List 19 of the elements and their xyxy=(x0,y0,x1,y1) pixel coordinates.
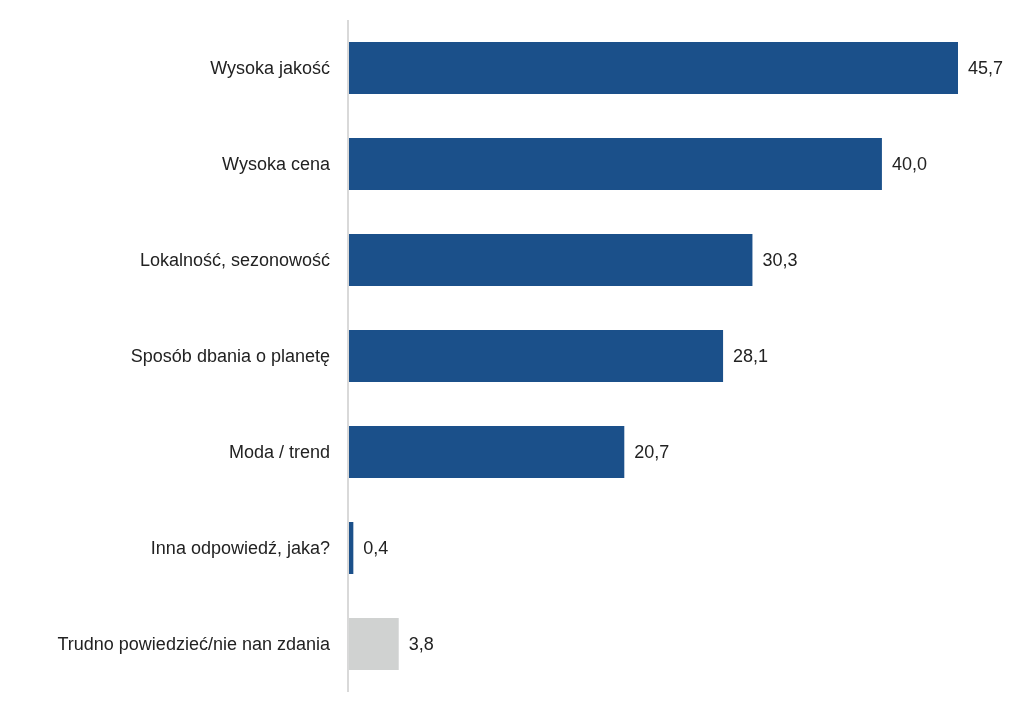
data-label: 3,8 xyxy=(408,634,434,655)
data-label: 40,0 xyxy=(891,154,927,175)
bar xyxy=(348,426,625,478)
y-tick-label: Sposób dbania o planetę xyxy=(130,346,330,367)
y-tick-label: Lokalność, sezonowość xyxy=(139,250,330,271)
y-tick-label: Inna odpowiedź, jaka? xyxy=(150,538,330,559)
data-label: 30,3 xyxy=(762,250,798,271)
y-tick-label: Trudno powiedzieć/nie nan zdania xyxy=(57,634,331,655)
y-tick-label: Moda / trend xyxy=(228,442,330,463)
data-label: 0,4 xyxy=(363,538,389,559)
data-label: 20,7 xyxy=(634,442,670,463)
y-tick-label: Wysoka cena xyxy=(222,154,331,175)
bar xyxy=(348,42,958,94)
data-label: 45,7 xyxy=(968,58,1004,79)
bar xyxy=(348,330,724,382)
bar xyxy=(348,138,882,190)
data-label: 28,1 xyxy=(733,346,769,367)
bar xyxy=(348,234,753,286)
y-tick-label: Wysoka jakość xyxy=(210,58,330,79)
